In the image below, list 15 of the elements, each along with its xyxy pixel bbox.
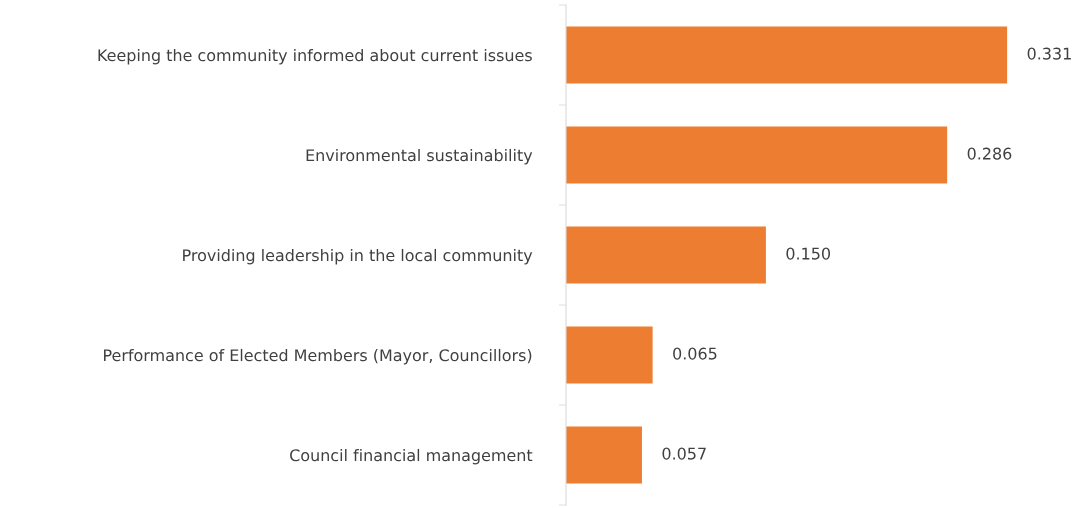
bar — [566, 326, 653, 384]
data-label: 0.057 — [662, 447, 706, 460]
data-label: 0.286 — [967, 147, 1012, 160]
bar — [566, 126, 948, 184]
y-tick-label: Performance of Elected Members (Mayor, Councillors) — [104, 348, 532, 365]
bar — [566, 226, 766, 284]
data-label: 0.065 — [673, 347, 717, 360]
bar — [566, 26, 1008, 84]
y-tick-label: Keeping the community informed about current issues — [98, 48, 532, 65]
y-tick-label: Providing leadership in the local community — [183, 248, 533, 265]
data-label: 0.150 — [786, 247, 831, 260]
bar — [566, 426, 642, 484]
y-tick-label: Environmental sustainability — [306, 148, 533, 165]
y-tick-label: Council financial management — [290, 448, 533, 465]
data-label: 0.331 — [1027, 47, 1071, 60]
